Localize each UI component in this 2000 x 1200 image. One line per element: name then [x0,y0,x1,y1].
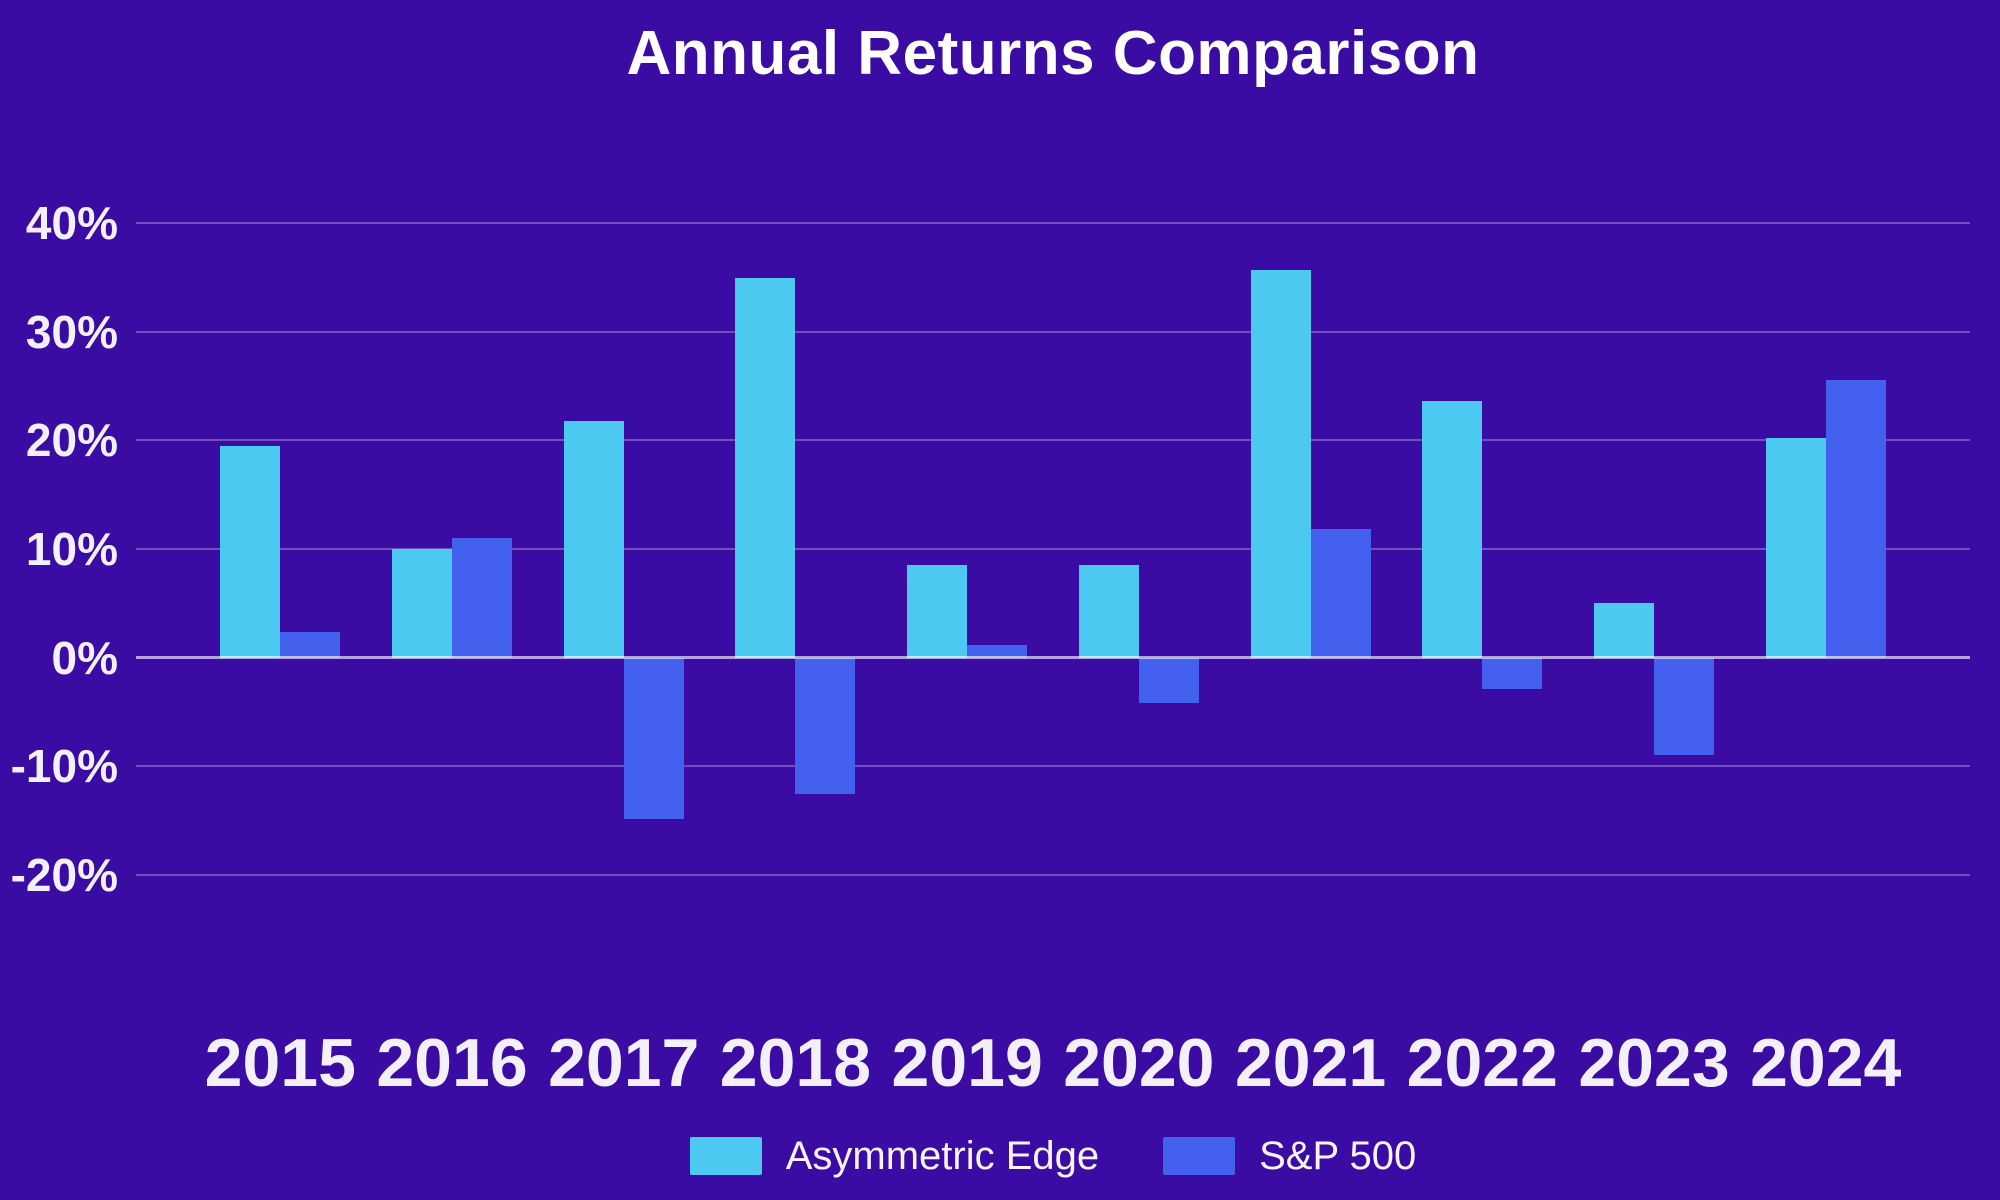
bar-s-p-500-2016 [452,538,512,658]
y-axis-label: -20% [10,848,118,901]
bar-s-p-500-2018 [795,657,856,795]
gridline-30 [136,330,1970,333]
bar-s-p-500-2022 [1482,657,1543,690]
legend-item-asymmetric-edge: Asymmetric Edge [689,1133,1100,1179]
bar-asymmetric-edge-2021 [1250,270,1311,658]
x-axis: 2015 2016 2017 2018 2019 2020 2021 2022 2023 2024 [136,1018,1970,1108]
x-axis-label-2015: 2015 [204,1025,356,1101]
bar-asymmetric-edge-2018 [735,277,796,658]
bar-asymmetric-edge-2016 [392,549,452,658]
zero-axis-line [136,656,1970,660]
x-axis-label-2019: 2019 [891,1025,1043,1101]
bar-asymmetric-edge-2017 [563,420,624,658]
chart-title: Annual Returns Comparison [626,19,1480,88]
bar-s-p-500-2015 [280,631,341,658]
x-axis-label-2017: 2017 [548,1025,700,1101]
bar-s-p-500-2021 [1310,529,1371,658]
x-axis-label-2022: 2022 [1406,1025,1558,1101]
legend-item-s-p-500: S&P 500 [1163,1134,1416,1179]
y-axis-label: 0% [51,631,118,684]
y-axis-label: 40% [25,197,118,250]
y-axis-label: 10% [25,523,118,576]
y-axis: 40% 30% 20% 10% 0% -10% -20% [0,169,118,929]
bar-asymmetric-edge-2015 [220,445,281,658]
legend-label-s-p-500: S&P 500 [1259,1133,1417,1178]
gridline-20 [136,439,1970,442]
x-axis-label-2020: 2020 [1063,1025,1215,1101]
bar-asymmetric-edge-2022 [1422,401,1483,658]
x-axis-label-2023: 2023 [1578,1025,1730,1101]
x-axis-label-2021: 2021 [1234,1025,1387,1101]
y-axis-label: -10% [10,740,118,793]
x-axis-label-2024: 2024 [1750,1025,1902,1101]
bar-s-p-500-2017 [623,657,684,820]
bar-s-p-500-2024 [1825,379,1886,658]
bar-s-p-500-2020 [1138,657,1199,704]
legend-label-asymmetric-edge: Asymmetric Edge [785,1133,1100,1178]
gridline--20 [136,873,1970,876]
bar-s-p-500-2023 [1654,657,1714,756]
legend-swatch-asymmetric-edge [689,1137,762,1175]
plot-area [136,169,1970,929]
gridline--10 [136,765,1970,768]
gridline-10 [136,548,1970,551]
x-axis-label-2016: 2016 [376,1025,528,1101]
bar-asymmetric-edge-2020 [1078,565,1139,658]
legend: Asymmetric Edge S&P 500 [136,1118,1970,1194]
y-axis-label: 30% [25,305,118,358]
gridline-40 [136,222,1970,225]
x-axis-label-2018: 2018 [719,1025,872,1101]
bar-s-p-500-2019 [967,644,1028,658]
y-axis-label: 20% [25,414,118,467]
bar-asymmetric-edge-2024 [1765,438,1826,658]
legend-swatch-s-p-500 [1163,1137,1236,1175]
bar-asymmetric-edge-2023 [1594,603,1654,658]
bar-asymmetric-edge-2019 [907,565,968,658]
